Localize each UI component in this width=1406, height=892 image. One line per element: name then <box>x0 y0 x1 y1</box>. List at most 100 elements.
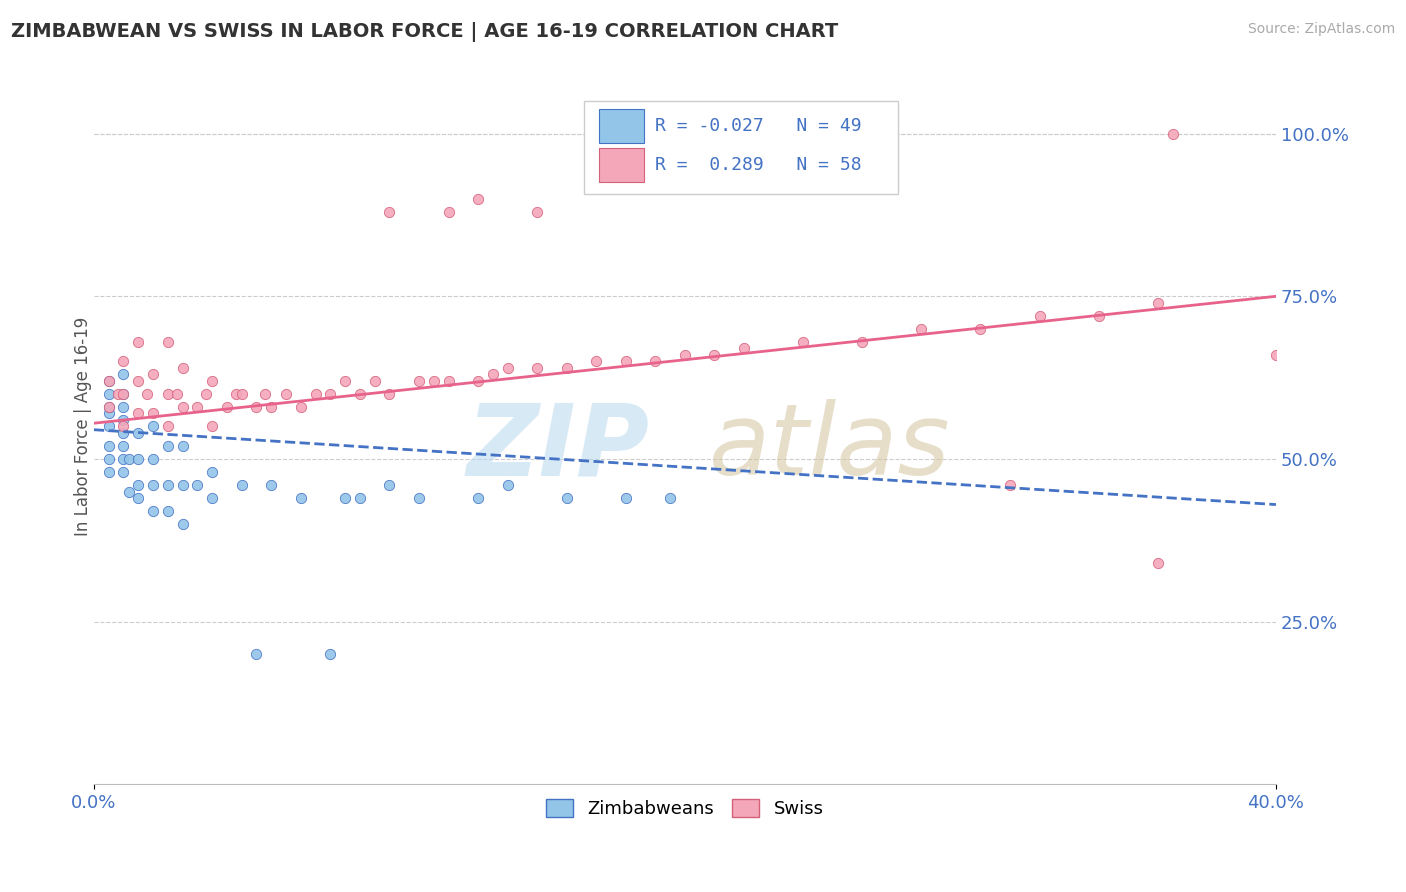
Point <box>304 387 326 401</box>
Point <box>526 360 548 375</box>
Point <box>274 387 297 401</box>
Text: ZIMBABWEAN VS SWISS IN LABOR FORCE | AGE 16-19 CORRELATION CHART: ZIMBABWEAN VS SWISS IN LABOR FORCE | AGE… <box>11 22 838 42</box>
Point <box>142 478 165 492</box>
Point <box>127 491 149 505</box>
Y-axis label: In Labor Force | Age 16-19: In Labor Force | Age 16-19 <box>75 317 91 536</box>
Point <box>97 387 120 401</box>
Point <box>127 425 149 440</box>
Text: ZIP: ZIP <box>467 400 650 497</box>
Point <box>97 374 120 388</box>
Point <box>333 374 356 388</box>
Point <box>733 342 755 356</box>
Point <box>112 387 135 401</box>
Point <box>195 387 218 401</box>
Point <box>112 354 135 368</box>
Point <box>1161 127 1184 141</box>
Point <box>118 452 141 467</box>
Point <box>112 419 135 434</box>
Point <box>166 387 188 401</box>
Point <box>363 374 385 388</box>
Point <box>467 192 489 206</box>
Point <box>437 204 460 219</box>
Text: R =  0.289   N = 58: R = 0.289 N = 58 <box>655 156 862 174</box>
Point <box>231 478 253 492</box>
Point <box>112 368 135 382</box>
Point <box>555 360 578 375</box>
Point <box>127 452 149 467</box>
Point <box>142 419 165 434</box>
Point <box>201 465 224 479</box>
Point <box>1146 556 1168 570</box>
Point <box>482 368 505 382</box>
Point <box>127 334 149 349</box>
Point <box>172 360 194 375</box>
Point <box>186 400 208 414</box>
Point <box>245 400 267 414</box>
Point <box>97 400 120 414</box>
Point <box>333 491 356 505</box>
Point <box>851 334 873 349</box>
Point <box>260 478 283 492</box>
Point <box>378 478 401 492</box>
Point <box>97 400 120 414</box>
Point <box>526 204 548 219</box>
Point <box>644 354 666 368</box>
Point <box>172 400 194 414</box>
Point <box>408 491 430 505</box>
Point <box>245 647 267 661</box>
Point <box>112 425 135 440</box>
Text: Source: ZipAtlas.com: Source: ZipAtlas.com <box>1247 22 1395 37</box>
Point <box>555 491 578 505</box>
Point <box>107 387 129 401</box>
Point <box>969 322 991 336</box>
Point <box>437 374 460 388</box>
Point <box>97 419 120 434</box>
Point <box>156 387 179 401</box>
Point <box>156 478 179 492</box>
Point <box>215 400 238 414</box>
Point <box>112 400 135 414</box>
Point <box>97 465 120 479</box>
Point <box>172 517 194 532</box>
Point <box>136 387 159 401</box>
FancyBboxPatch shape <box>585 101 897 194</box>
Point <box>112 452 135 467</box>
Point <box>118 484 141 499</box>
Point <box>156 439 179 453</box>
Legend: Zimbabweans, Swiss: Zimbabweans, Swiss <box>538 792 831 825</box>
Point <box>231 387 253 401</box>
Point <box>127 407 149 421</box>
Point <box>127 478 149 492</box>
Point <box>97 452 120 467</box>
Point <box>423 374 446 388</box>
Point <box>703 348 725 362</box>
Point <box>378 204 401 219</box>
Point <box>112 439 135 453</box>
Point <box>156 504 179 518</box>
Point <box>1087 309 1109 323</box>
Point <box>260 400 283 414</box>
Point <box>97 439 120 453</box>
Point <box>659 491 682 505</box>
Point <box>614 491 637 505</box>
Point <box>319 647 342 661</box>
Point <box>998 478 1021 492</box>
Point <box>97 374 120 388</box>
Point <box>254 387 277 401</box>
Text: atlas: atlas <box>709 400 950 497</box>
Point <box>349 387 371 401</box>
Point <box>112 387 135 401</box>
Point <box>186 478 208 492</box>
FancyBboxPatch shape <box>599 109 644 143</box>
Point <box>97 407 120 421</box>
Point <box>467 491 489 505</box>
Point <box>142 452 165 467</box>
Text: R = -0.027   N = 49: R = -0.027 N = 49 <box>655 117 862 135</box>
Point <box>225 387 247 401</box>
Point <box>349 491 371 505</box>
Point <box>614 354 637 368</box>
Point <box>142 407 165 421</box>
Point <box>156 334 179 349</box>
Point <box>1146 295 1168 310</box>
Point <box>1265 348 1288 362</box>
